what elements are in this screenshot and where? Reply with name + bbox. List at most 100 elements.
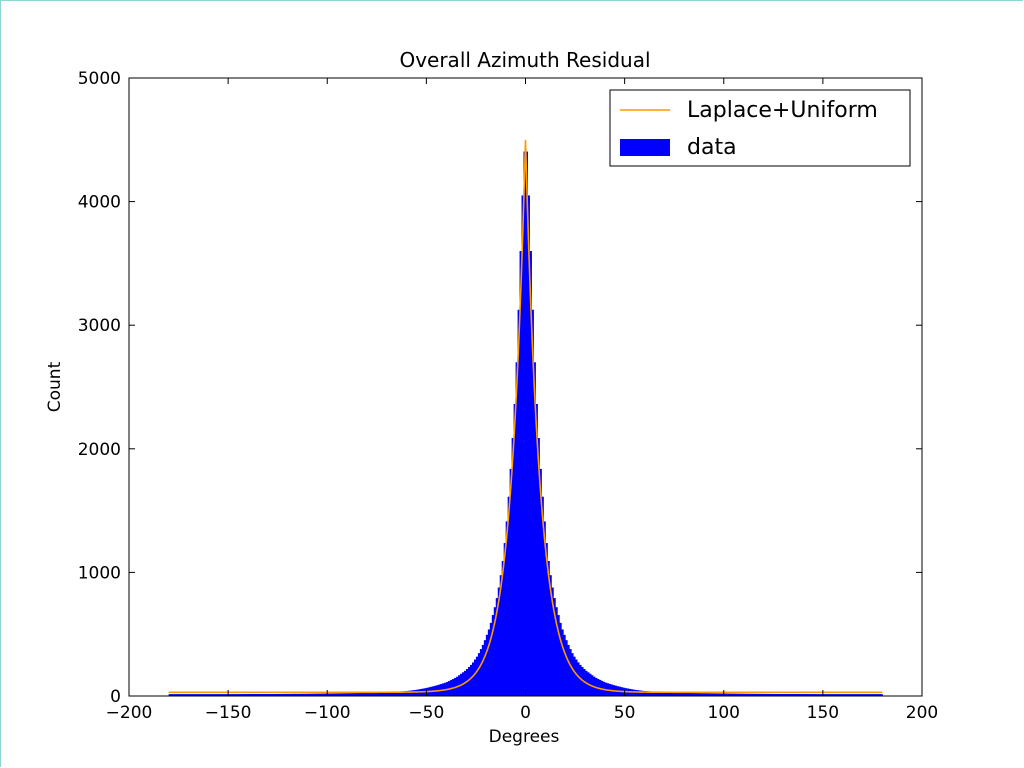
histogram-bar xyxy=(818,694,822,696)
histogram-bar xyxy=(541,496,544,696)
histogram-bar xyxy=(355,693,358,696)
histogram-bar xyxy=(793,694,796,696)
histogram-bar xyxy=(680,692,683,696)
histogram-bar xyxy=(408,690,412,696)
histogram-bar xyxy=(672,692,675,696)
histogram-bar xyxy=(489,622,493,696)
histogram-bar xyxy=(836,694,840,696)
histogram-bar xyxy=(741,693,745,696)
histogram-bar xyxy=(279,693,283,696)
histogram-bar xyxy=(319,693,322,696)
x-tick-label: −50 xyxy=(408,703,444,723)
histogram-bar xyxy=(351,693,354,696)
histogram-bar xyxy=(243,694,247,696)
histogram-bar xyxy=(733,693,737,696)
histogram-bar xyxy=(789,694,792,696)
histogram-bar xyxy=(493,607,497,696)
histogram-bar xyxy=(406,690,410,696)
histogram-bar xyxy=(797,694,800,696)
histogram-bar xyxy=(523,151,526,697)
histogram-bar xyxy=(579,664,582,696)
histogram-bar xyxy=(198,694,201,696)
histogram-bar xyxy=(216,694,219,696)
histogram-bar xyxy=(242,694,245,696)
histogram-bar xyxy=(690,693,693,696)
histogram-bar xyxy=(364,692,368,696)
histogram-bar xyxy=(277,693,281,696)
histogram-bar xyxy=(220,694,223,696)
histogram-bar xyxy=(644,691,647,696)
histogram-bar xyxy=(569,649,572,696)
histogram-bar xyxy=(327,693,330,696)
histogram-bar xyxy=(577,662,580,696)
histogram-bar xyxy=(648,691,651,696)
histogram-bar xyxy=(725,693,729,696)
histogram-bar xyxy=(537,437,540,696)
y-tick-label: 3000 xyxy=(78,316,121,336)
histogram-bar xyxy=(785,694,788,696)
x-tick-label: 0 xyxy=(520,703,531,723)
axis-ticks: −200 −150 −100 −50 0 50 100 150 2000100020003000… xyxy=(78,69,938,723)
histogram-bar xyxy=(396,691,400,696)
y-tick-label: 1000 xyxy=(78,563,121,583)
histogram-bar xyxy=(864,694,867,696)
histogram-bar xyxy=(184,694,187,696)
histogram-bar xyxy=(495,598,499,696)
histogram-bar xyxy=(878,694,881,696)
histogram-bar xyxy=(721,693,725,696)
x-tick-label: −100 xyxy=(304,703,351,723)
histogram-bar xyxy=(358,693,362,696)
histogram-bar xyxy=(404,691,408,696)
histogram-bar xyxy=(410,690,413,696)
histogram-bar xyxy=(709,693,713,696)
histogram-bar xyxy=(263,694,267,696)
histogram-bar xyxy=(386,692,390,696)
histogram-bar xyxy=(735,693,739,696)
histogram-bar xyxy=(682,692,685,696)
histogram-bar xyxy=(224,694,227,696)
histogram-bar xyxy=(382,692,386,696)
histogram-bar xyxy=(297,693,300,696)
histogram-bar xyxy=(214,694,217,696)
histogram-bar xyxy=(688,693,691,696)
histogram-bar xyxy=(830,694,834,696)
histogram-bar xyxy=(186,694,189,696)
histogram-bar xyxy=(573,656,576,696)
y-tick-label: 2000 xyxy=(78,440,121,460)
histogram-bar xyxy=(567,644,570,696)
histogram-bar xyxy=(170,694,174,696)
histogram-bar xyxy=(759,693,762,696)
histogram-bar xyxy=(519,251,523,697)
histogram-bar xyxy=(269,694,273,696)
histogram-bar xyxy=(775,693,778,696)
histogram-bar xyxy=(226,694,229,696)
histogram-bar xyxy=(729,693,733,696)
histogram-bar xyxy=(711,693,715,696)
histogram-bar xyxy=(769,693,772,696)
histogram-bar xyxy=(547,560,550,696)
histogram-bar xyxy=(234,694,237,696)
histogram-bar xyxy=(840,694,844,696)
histogram-bar xyxy=(196,694,199,696)
histogram-bar xyxy=(469,664,473,696)
histogram-bar xyxy=(315,693,318,696)
histogram-bar xyxy=(868,694,871,696)
histogram-bar xyxy=(753,693,756,696)
histogram-bar xyxy=(559,622,562,696)
histogram-bar xyxy=(190,694,193,696)
histogram-bar xyxy=(285,693,289,696)
histogram-bars xyxy=(168,151,883,697)
histogram-bar xyxy=(856,694,860,696)
histogram-bar xyxy=(713,693,717,696)
histogram-bar xyxy=(838,694,842,696)
histogram-bar xyxy=(844,694,848,696)
histogram-bar xyxy=(507,496,511,696)
histogram-bar xyxy=(275,693,279,696)
histogram-bar xyxy=(497,587,501,696)
histogram-bar xyxy=(848,694,852,696)
histogram-bar xyxy=(337,693,340,696)
histogram-bar xyxy=(801,694,804,696)
histogram-bar xyxy=(515,362,519,696)
histogram-bar xyxy=(749,693,752,696)
histogram-bar xyxy=(575,659,578,696)
